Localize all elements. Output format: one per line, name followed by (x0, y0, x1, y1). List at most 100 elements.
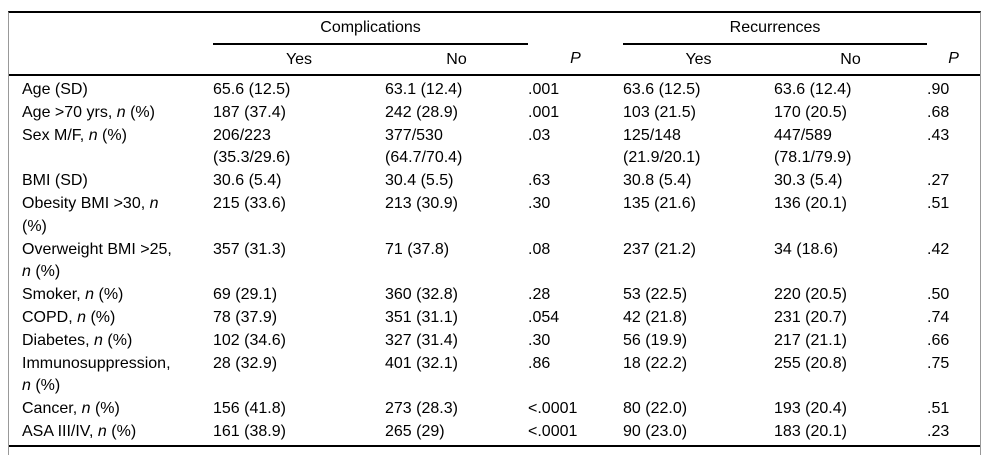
row-label: Immunosuppression, n (%) (22, 354, 171, 395)
data-cell: 71 (37.8) (385, 240, 450, 258)
data-cell: 56 (19.9) (623, 331, 688, 349)
data-cell: 242 (28.9) (385, 103, 458, 121)
data-cell: 102 (34.6) (213, 331, 286, 349)
row-label: Diabetes, n (%) (22, 331, 133, 349)
complications-no-header: No (385, 44, 529, 76)
data-cell: 447/589 (78.1/79.9) (774, 126, 852, 167)
table-row: BMI (SD) 30.6 (5.4) 30.4 (5.5) .63 30.8 (5.4… (9, 170, 980, 193)
data-cell: 103 (21.5) (623, 103, 696, 121)
data-cell: 30.4 (5.5) (385, 172, 454, 190)
data-cell: 401 (32.1) (385, 354, 458, 372)
table-row: ASA III/IV, n (%) 161 (38.9) 265 (29) <.000… (9, 420, 981, 447)
row-label: Age (SD) (22, 81, 88, 98)
data-cell: <.0001 (528, 400, 578, 418)
table-row: Immunosuppression, n (%) 28 (32.9) 401 (32… (9, 353, 980, 399)
data-cell: .66 (927, 331, 950, 349)
data-cell: 136 (20.1) (774, 194, 847, 212)
data-cell: 53 (22.5) (623, 286, 688, 304)
row-label: Sex M/F, n (%) (22, 126, 127, 144)
data-cell: 377/530 (64.7/70.4) (385, 126, 463, 167)
table-row: Sex M/F, n (%) 206/223 (35.3/29.6) 377/530… (9, 125, 980, 171)
recurrences-spanner: Recurrences (623, 13, 928, 45)
data-cell: 357 (31.3) (213, 240, 286, 258)
data-cell: 183 (20.1) (774, 420, 928, 447)
data-cell: .51 (927, 400, 950, 418)
row-label: ASA III/IV, n (%) (9, 420, 213, 447)
data-cell: 170 (20.5) (774, 103, 847, 121)
data-cell: 273 (28.3) (385, 400, 458, 418)
data-cell: 80 (22.0) (623, 400, 688, 418)
complications-p-header: P (528, 44, 624, 76)
table-row: Age (SD) 65.6 (12.5) 63.1 (12.4) .001 63.6 (… (9, 75, 980, 102)
data-cell: .68 (927, 103, 950, 121)
data-cell: .001 (528, 81, 560, 98)
subheader-row: Yes No P Yes No P (9, 44, 981, 76)
table-frame: Complications Recurrences Yes No P Yes N… (8, 11, 981, 455)
data-cell: 90 (23.0) (623, 420, 775, 447)
table-row: Obesity BMI >30, n (%) 215 (33.6) 213 (30.… (9, 193, 980, 239)
spanner-row: Complications Recurrences (9, 13, 980, 45)
p-column-spacer (528, 13, 623, 44)
data-cell: 63.1 (12.4) (385, 81, 463, 98)
data-cell: .90 (927, 81, 950, 98)
complications-spanner: Complications (213, 13, 529, 45)
data-cell: .30 (528, 194, 551, 212)
data-cell: .30 (528, 331, 551, 349)
table-row: Overweight BMI >25, n (%) 357 (31.3) 71 (3… (9, 239, 980, 285)
data-cell: 63.6 (12.5) (623, 81, 701, 98)
table-row: COPD, n (%) 78 (37.9) 351 (31.1) .054 42 (21… (9, 307, 980, 330)
data-cell: 156 (41.8) (213, 400, 286, 418)
data-cell: .08 (528, 240, 551, 258)
recurrences-no-header: No (774, 44, 928, 76)
recurrences-yes-header: Yes (623, 44, 775, 76)
data-cell: .28 (528, 286, 551, 304)
data-cell: 65.6 (12.5) (213, 81, 291, 98)
data-cell: 78 (37.9) (213, 308, 278, 326)
row-label: Overweight BMI >25, n (%) (22, 240, 172, 281)
data-cell: 28 (32.9) (213, 354, 278, 372)
data-cell: 69 (29.1) (213, 286, 278, 304)
data-cell: 30.8 (5.4) (623, 172, 692, 190)
data-cell: 217 (21.1) (774, 331, 847, 349)
data-cell: .001 (528, 103, 560, 121)
data-cell: .43 (927, 126, 950, 144)
table-row: Diabetes, n (%) 102 (34.6) 327 (31.4) .30 56… (9, 330, 980, 353)
outcomes-table: Complications Recurrences Yes No P Yes N… (9, 13, 981, 447)
data-cell: 30.6 (5.4) (213, 172, 282, 190)
data-cell: .51 (927, 194, 950, 212)
row-label: COPD, n (%) (22, 308, 116, 326)
data-cell: 265 (29) (385, 420, 529, 447)
data-cell: .50 (927, 286, 950, 304)
data-cell: 30.3 (5.4) (774, 172, 843, 190)
data-cell: <.0001 (528, 420, 624, 447)
data-cell: 255 (20.8) (774, 354, 847, 372)
row-label: BMI (SD) (22, 172, 88, 190)
p-column-spacer (927, 13, 980, 44)
data-cell: 135 (21.6) (623, 194, 696, 212)
data-cell: .42 (927, 240, 950, 258)
data-cell: .86 (528, 354, 551, 372)
data-cell: 34 (18.6) (774, 240, 839, 258)
data-cell: 327 (31.4) (385, 331, 458, 349)
label-column-spacer (9, 13, 213, 44)
complications-yes-header: Yes (213, 44, 385, 76)
row-label: Age >70 yrs, n (%) (22, 103, 155, 121)
data-cell: 161 (38.9) (213, 420, 385, 447)
table-row: Cancer, n (%) 156 (41.8) 273 (28.3) <.0001 8… (9, 398, 980, 421)
data-cell: .63 (528, 172, 551, 190)
row-label: Smoker, n (%) (22, 286, 124, 304)
data-cell: 125/148 (21.9/20.1) (623, 126, 701, 167)
data-cell: 351 (31.1) (385, 308, 458, 326)
data-cell: 360 (32.8) (385, 286, 458, 304)
data-cell: .054 (528, 308, 560, 326)
data-cell: 237 (21.2) (623, 240, 696, 258)
data-cell: 18 (22.2) (623, 354, 688, 372)
data-cell: .75 (927, 354, 950, 372)
table-row: Age >70 yrs, n (%) 187 (37.4) 242 (28.9) .0… (9, 102, 980, 125)
recurrences-p-header: P (927, 44, 981, 76)
data-cell: 213 (30.9) (385, 194, 458, 212)
row-label: Cancer, n (%) (22, 400, 120, 418)
data-cell: 187 (37.4) (213, 103, 286, 121)
row-label: Obesity BMI >30, n (%) (22, 194, 159, 235)
data-cell: 215 (33.6) (213, 194, 286, 212)
